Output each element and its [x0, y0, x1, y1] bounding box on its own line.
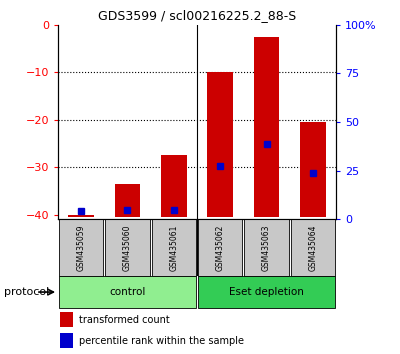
Bar	[161, 155, 186, 217]
Text: GSM435063: GSM435063	[262, 224, 271, 271]
Bar	[115, 184, 140, 217]
Bar	[68, 215, 94, 217]
Text: protocol: protocol	[4, 287, 49, 297]
Bar	[60, 312, 73, 327]
Text: GSM435062: GSM435062	[216, 224, 225, 271]
Title: GDS3599 / scl00216225.2_88-S: GDS3599 / scl00216225.2_88-S	[98, 9, 296, 22]
Text: GSM435061: GSM435061	[169, 224, 178, 271]
FancyBboxPatch shape	[244, 219, 289, 276]
Text: Eset depletion: Eset depletion	[229, 287, 304, 297]
FancyBboxPatch shape	[198, 276, 335, 308]
Bar	[208, 72, 233, 217]
Text: control: control	[109, 287, 146, 297]
FancyBboxPatch shape	[105, 219, 150, 276]
Text: percentile rank within the sample: percentile rank within the sample	[79, 336, 244, 346]
Text: transformed count: transformed count	[79, 315, 170, 325]
Text: GSM435059: GSM435059	[77, 224, 86, 271]
FancyBboxPatch shape	[59, 276, 196, 308]
FancyBboxPatch shape	[152, 219, 196, 276]
FancyBboxPatch shape	[59, 219, 104, 276]
Bar	[300, 122, 326, 217]
Text: GSM435060: GSM435060	[123, 224, 132, 271]
FancyBboxPatch shape	[290, 219, 335, 276]
Bar	[254, 37, 279, 217]
Bar	[60, 333, 73, 348]
FancyBboxPatch shape	[198, 219, 242, 276]
Text: GSM435064: GSM435064	[308, 224, 317, 271]
